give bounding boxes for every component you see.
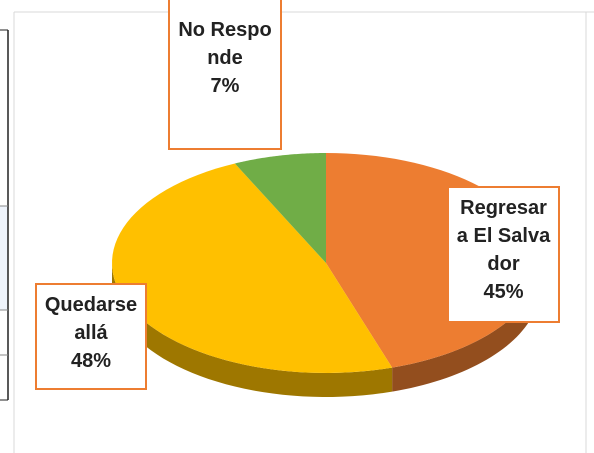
slice-side — [392, 263, 540, 392]
label-category: No Responde — [178, 19, 272, 69]
label-value: 7% — [210, 75, 240, 97]
side-panel — [0, 206, 8, 310]
label-value: 48% — [70, 350, 112, 372]
label-category: Quedarse allá — [44, 294, 138, 344]
data-label: Quedarse allá 48% — [35, 283, 147, 390]
slice — [112, 163, 393, 373]
label-value: 45% — [483, 281, 524, 303]
label-category: Regresar a El Salvador — [456, 197, 551, 275]
slice-side — [112, 263, 393, 397]
data-label: Regresar a El Salvador 45% — [447, 186, 560, 323]
data-label: No Responde 7% — [168, 0, 282, 150]
slice — [234, 153, 326, 263]
